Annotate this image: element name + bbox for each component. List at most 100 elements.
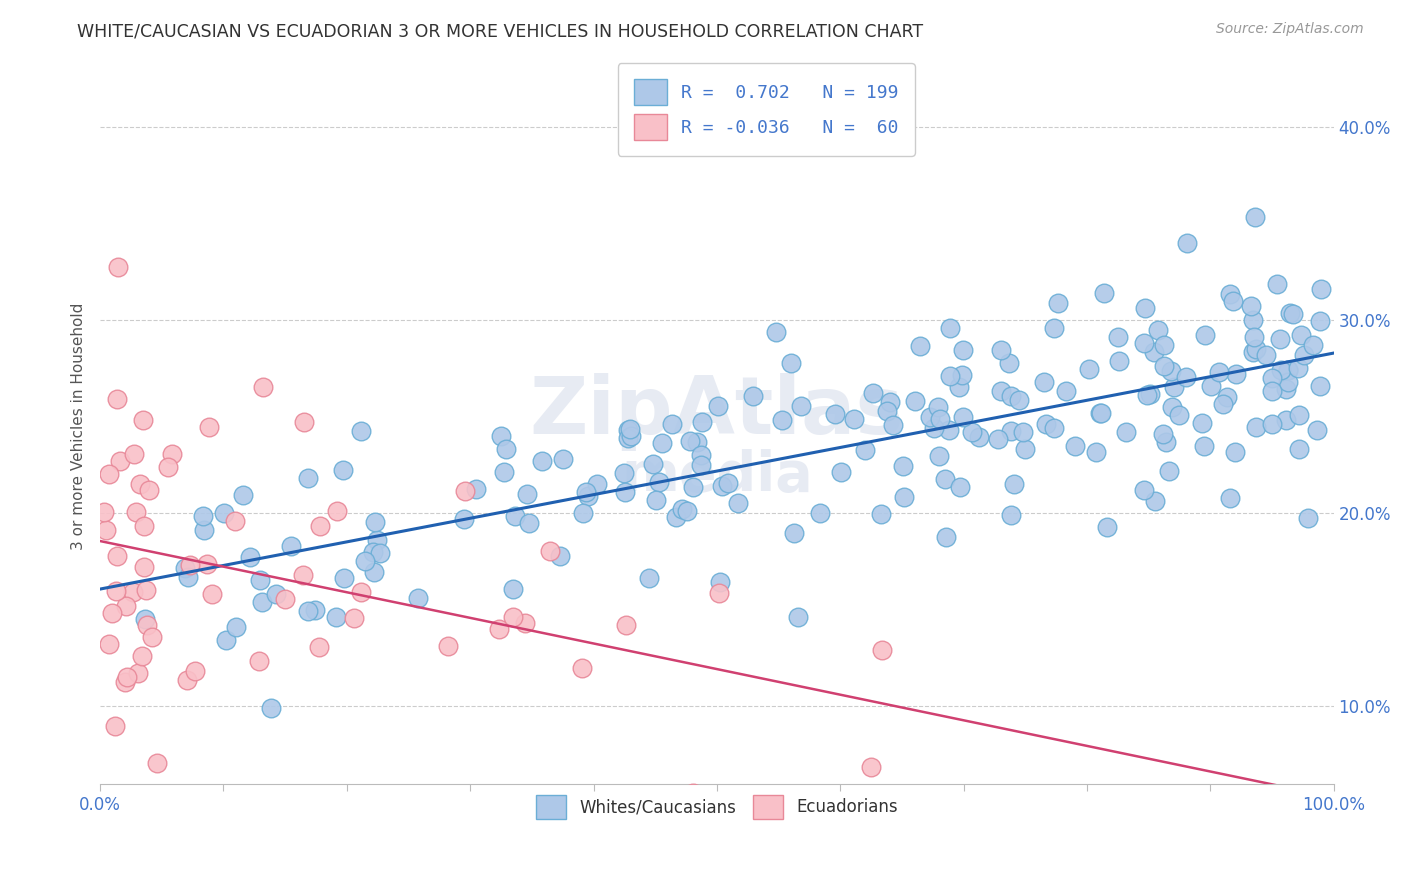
Point [495,442,517,456]
Point [716,476,738,491]
Point [146,756,169,770]
Point [494,465,516,479]
Point [247,654,270,668]
Point [1279,306,1302,320]
Point [1275,413,1298,427]
Point [502,582,524,596]
Point [935,530,957,544]
Point [1064,439,1087,453]
Point [454,484,477,499]
Point [297,471,319,485]
Point [1088,407,1111,421]
Point [354,554,377,568]
Point [453,512,475,526]
Point [783,808,806,822]
Point [939,369,962,384]
Point [174,561,197,575]
Point [264,587,287,601]
Point [1000,424,1022,438]
Point [1163,379,1185,393]
Point [1108,354,1130,368]
Point [939,320,962,334]
Point [1216,390,1239,404]
Point [364,515,387,529]
Point [274,592,297,607]
Point [1288,409,1310,423]
Point [215,632,238,647]
Point [179,558,201,572]
Point [104,583,127,598]
Point [503,508,526,523]
Point [727,496,749,510]
Point [692,415,714,429]
Point [280,539,302,553]
Text: WHITE/CAUCASIAN VS ECUADORIAN 3 OR MORE VEHICLES IN HOUSEHOLD CORRELATION CHART: WHITE/CAUCASIAN VS ECUADORIAN 3 OR MORE … [77,22,924,40]
Point [1090,406,1112,420]
Point [252,379,274,393]
Text: ZipAtlas: ZipAtlas [530,373,904,450]
Point [363,566,385,580]
Point [949,480,972,494]
Point [551,452,574,467]
Point [927,400,949,414]
Point [922,421,945,435]
Point [1175,235,1198,250]
Point [1199,378,1222,392]
Point [1241,313,1264,327]
Point [1246,420,1268,434]
Point [1084,445,1107,459]
Point [488,622,510,636]
Point [934,472,956,486]
Point [893,491,915,505]
Point [571,661,593,675]
Point [641,457,664,471]
Point [679,434,702,449]
Point [128,476,150,491]
Point [531,454,554,468]
Point [332,463,354,477]
Point [134,560,156,574]
Point [1241,345,1264,359]
Text: media: media [621,450,813,503]
Point [586,476,609,491]
Point [489,428,512,442]
Point [122,447,145,461]
Point [1143,344,1166,359]
Point [260,700,283,714]
Point [987,432,1010,446]
Point [928,449,950,463]
Point [616,423,638,437]
Point [1136,388,1159,402]
Point [193,523,215,537]
Point [1042,320,1064,334]
Point [576,489,599,503]
Point [198,420,221,434]
Point [676,504,699,518]
Point [619,421,641,435]
Y-axis label: 3 or more Vehicles in Household: 3 or more Vehicles in Household [72,302,86,549]
Point [1277,363,1299,377]
Point [1133,301,1156,315]
Point [224,514,246,528]
Point [1243,210,1265,224]
Point [903,394,925,409]
Point [350,585,373,599]
Point [1092,286,1115,301]
Point [1243,329,1265,343]
Point [1260,417,1282,432]
Point [101,606,124,620]
Point [122,585,145,599]
Point [1289,328,1312,343]
Point [132,413,155,427]
Point [779,356,801,370]
Point [617,431,640,445]
Point [538,543,561,558]
Point [325,610,347,624]
Point [967,430,990,444]
Point [132,519,155,533]
Point [1286,361,1309,376]
Point [783,526,806,541]
Point [134,612,156,626]
Point [830,466,852,480]
Point [325,504,347,518]
